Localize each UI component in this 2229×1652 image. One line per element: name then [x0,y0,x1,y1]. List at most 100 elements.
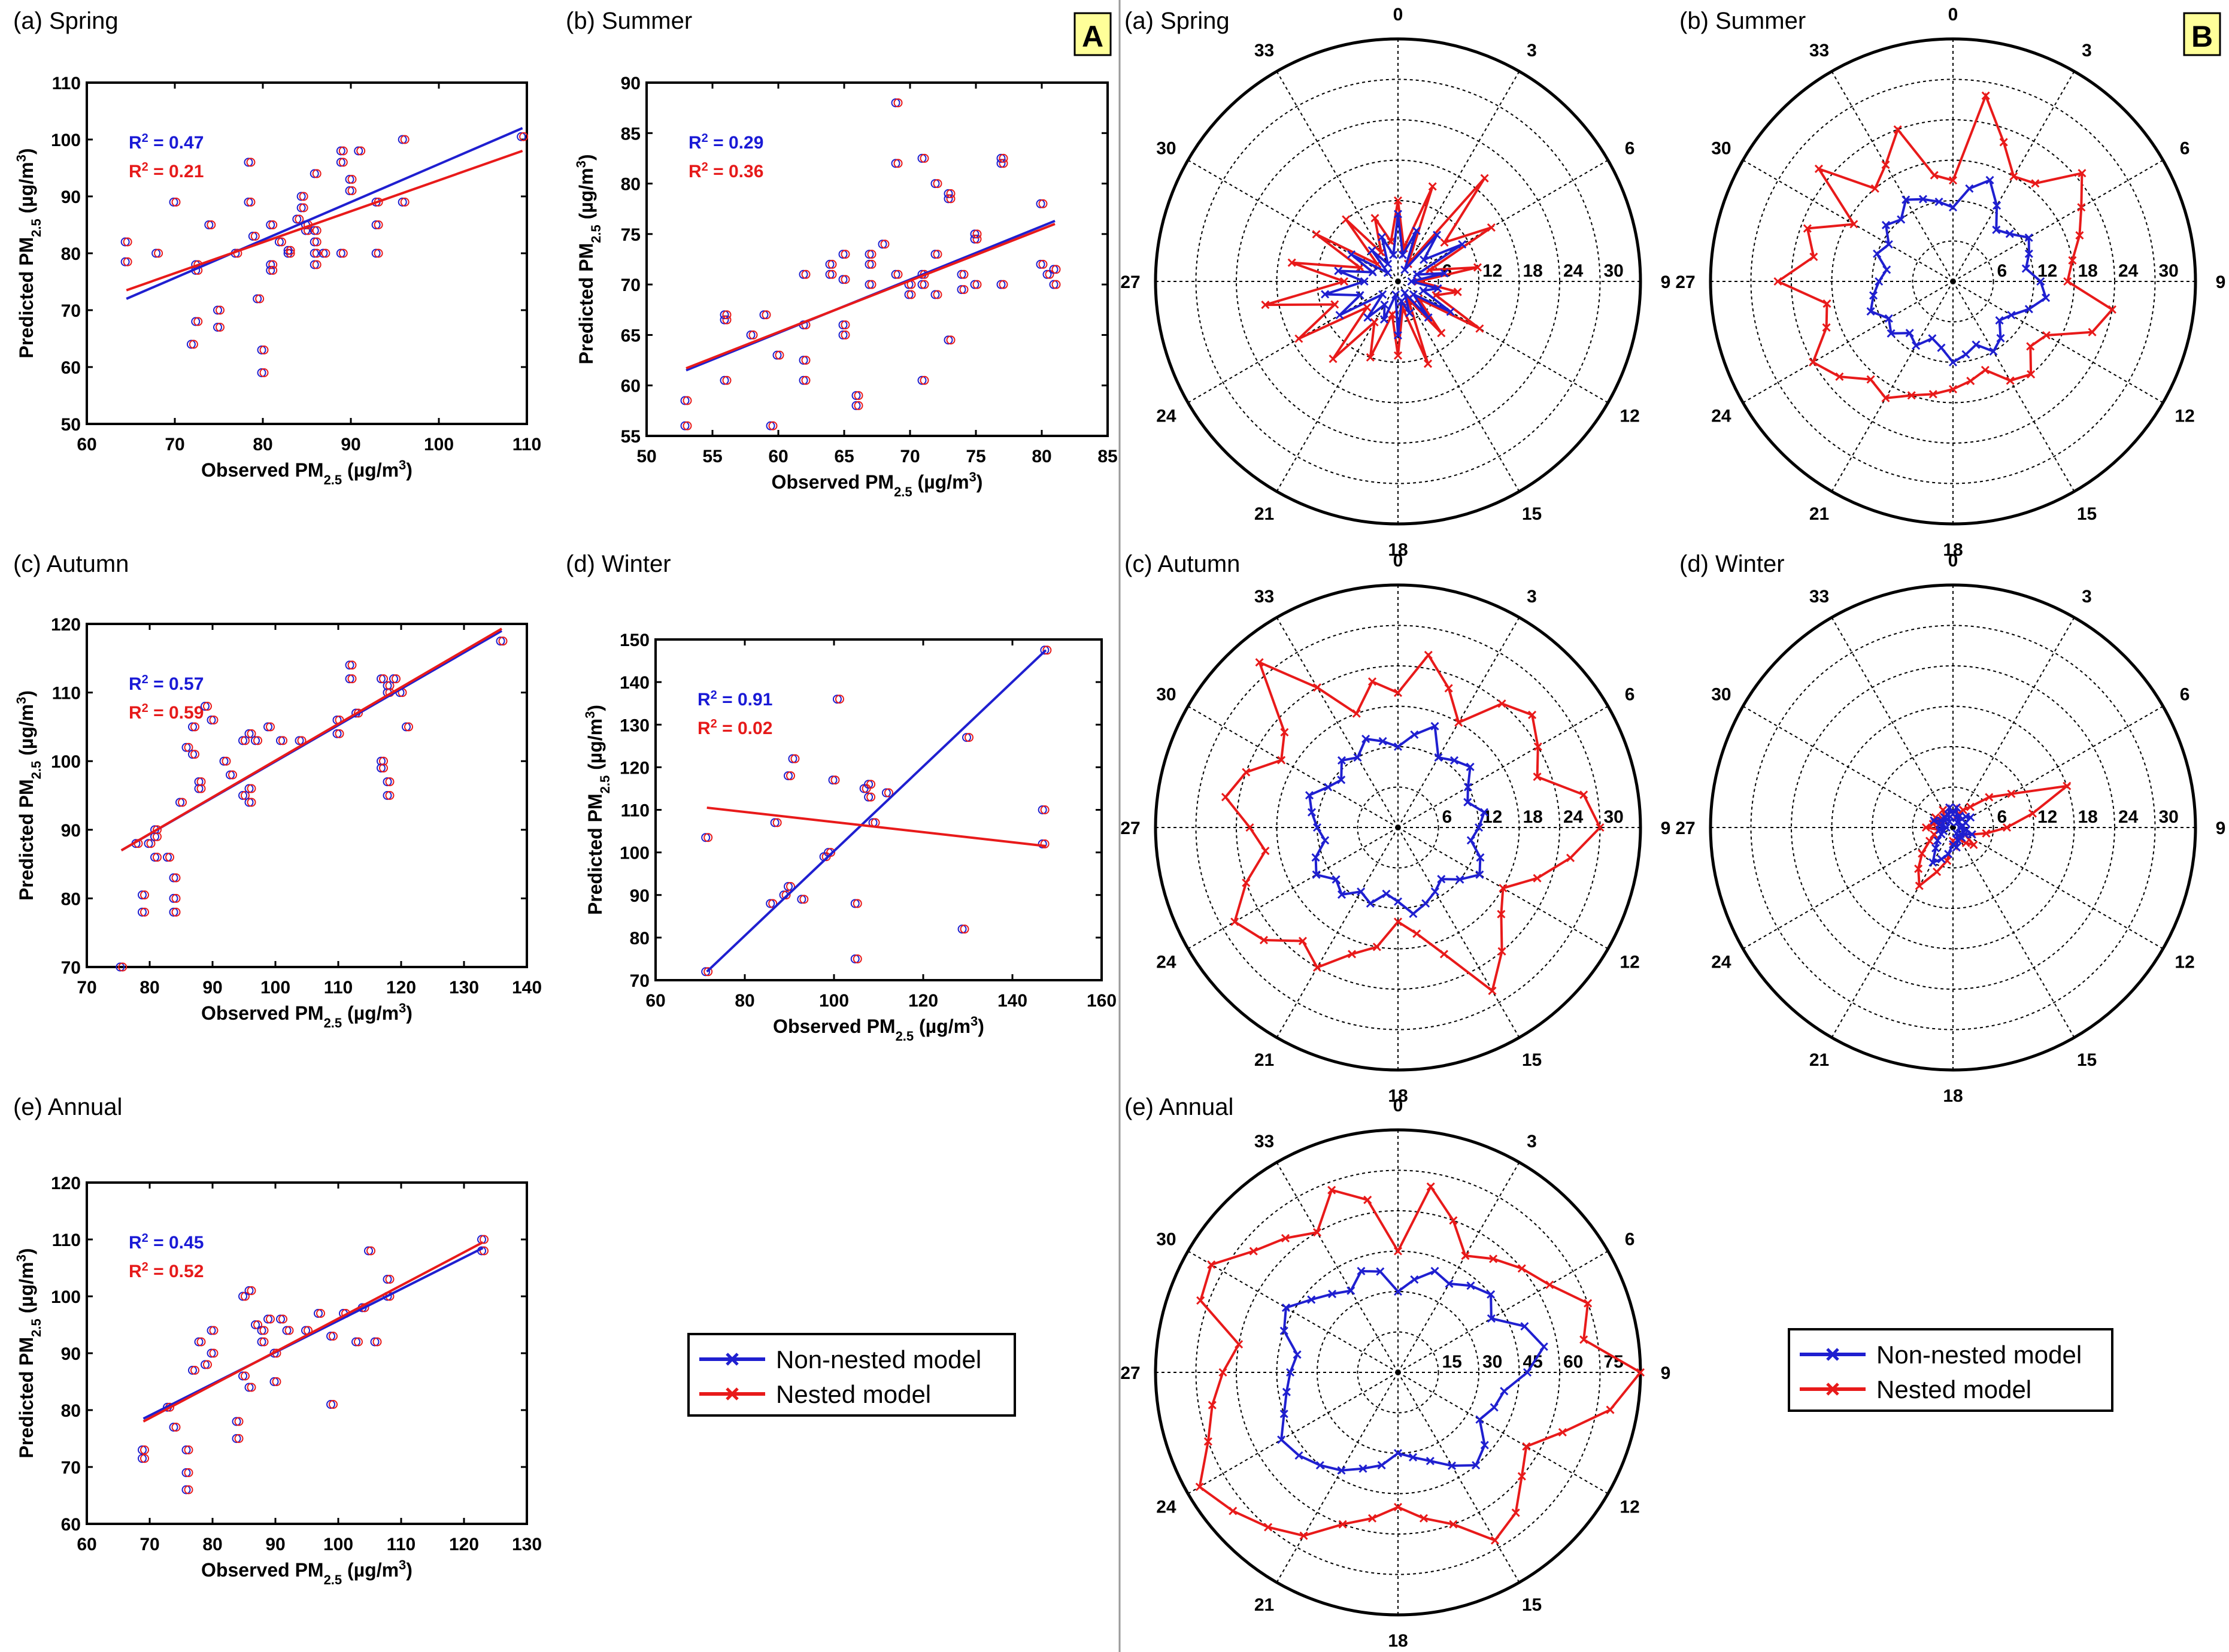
data-point-nested [946,189,956,198]
polar-grid-ring [1357,240,1439,323]
angle-tick-label: 15 [2077,504,2097,524]
polar-series-non-nested-marker [1335,311,1344,320]
y-axis-label: Predicted PM2.5 (µg/m3) [574,154,604,364]
polar-series-non-nested-marker [1446,307,1455,316]
data-point-nested [480,1246,489,1256]
polar-grid-spoke [1276,1162,1399,1373]
data-point-non-nested [680,421,690,431]
data-point-non-nested [266,260,275,269]
polar-grid-spoke [1276,1372,1399,1583]
data-point-non-nested [891,98,900,108]
polar-series-non-nested-marker [1366,899,1375,908]
polar-series-nested-marker [2088,328,2097,337]
data-point-nested [946,335,956,345]
data-point-non-nested [169,893,178,903]
data-point-nested [286,245,295,255]
polar-series-nested-marker [1636,1368,1645,1377]
polar-series-non-nested-marker [1412,270,1421,279]
data-point-non-nested [238,1371,247,1381]
data-point-nested [335,729,344,738]
data-point-non-nested [207,715,216,725]
data-point-nested [933,290,942,299]
data-point-non-nested [244,1286,254,1295]
data-point-non-nested [345,186,354,195]
polar-grid-ring [1912,240,1994,323]
scatter-chart-A-autumn: (c) Autumn 70 80 90 100 110 120 130 140 70 80 90 100… [13,551,542,1030]
angle-tick-label: 12 [2175,953,2194,972]
polar-series-nested-marker [2042,331,2051,340]
polar-series-nested-marker [1339,277,1349,286]
data-point-non-nested [351,1337,360,1347]
data-point-nested [786,882,795,892]
angle-tick-label: 12 [2175,407,2194,426]
polar-series-nested-marker [1388,310,1397,319]
y-tick-label: 70 [61,958,81,978]
data-point-non-nested [1049,265,1059,274]
polar-series-non-nested-marker [1466,762,1475,771]
angle-tick-label: 18 [1388,1631,1408,1651]
polar-series-nested-marker [1342,215,1351,224]
polar-series-nested-marker [1545,1280,1554,1289]
data-point-nested [171,198,181,207]
polar-series-non-nested-marker [1902,195,1910,204]
polar-series-non-nested-marker [1410,1275,1419,1284]
polar-series-nested-marker [1449,1216,1458,1225]
angle-tick-label: 3 [1527,1132,1537,1151]
polar-series-non-nested-marker [1358,1464,1367,1473]
data-point-non-nested [138,1445,147,1454]
polar-series-nested-marker [2007,789,2016,798]
polar-series-non-nested-marker [1961,350,1970,359]
y-tick-label: 85 [621,124,641,144]
polar-series-nested-marker [1242,768,1251,777]
data-point-non-nested [292,214,302,224]
x-tick-label: 100 [323,1535,353,1554]
polar-grid-spoke [1831,281,1954,492]
data-point-nested [247,1286,256,1295]
x-tick-label: 80 [735,991,754,1011]
y-tick-label: 120 [51,615,81,635]
data-point-nested [1040,805,1050,814]
data-point-nested [354,708,363,718]
angle-tick-label: 15 [1522,1595,1542,1615]
data-point-non-nested [144,839,153,848]
data-point-nested [959,269,969,279]
polar-series-non-nested-marker [1424,313,1433,322]
data-point-non-nested [377,674,386,684]
polar-series-nested-marker [1999,138,2008,147]
data-point-non-nested [213,323,222,332]
data-point-nested [385,681,395,690]
y-axis-label: Predicted PM2.5 (µg/m3) [14,690,44,901]
data-point-nested [268,266,278,275]
angle-tick-label: 9 [1661,272,1671,292]
polar-series-nested-marker [1918,849,1927,858]
data-point-nested [246,157,256,167]
polar-series-non-nested-marker [1393,742,1403,751]
data-point-nested [1042,645,1052,655]
polar-series-nested-marker [1393,1502,1403,1512]
polar-series-nested-marker [1870,184,1879,193]
data-point-nested [255,294,265,304]
polar-series-non-nested-marker [1944,850,1953,859]
polar-series-nested-marker [1809,252,1818,262]
data-point-non-nested [269,1377,279,1386]
x-tick-label: 120 [449,1535,479,1554]
x-tick-label: 100 [424,435,454,454]
data-point-nested [781,890,791,900]
polar-series-non-nested-marker [1282,1387,1291,1396]
data-point-nested [259,1326,269,1335]
polar-series-non-nested-marker [1421,899,1430,908]
polar-series-non-nested-marker [1476,853,1485,862]
data-point-nested [278,1314,287,1324]
data-point-nested [400,198,410,207]
polar-series-non-nested-marker [1393,331,1403,340]
polar-grid-spoke [1397,281,1609,404]
polar-series-nested-marker [1533,742,1542,751]
data-point-non-nested [370,1337,380,1347]
x-axis-label: Observed PM2.5 (µg/m3) [773,1014,984,1044]
data-point-nested [374,220,383,229]
data-point-nested [999,159,1008,168]
data-point-nested [178,798,187,807]
data-point-nested [498,636,508,646]
data-point-non-nested [1036,199,1045,208]
